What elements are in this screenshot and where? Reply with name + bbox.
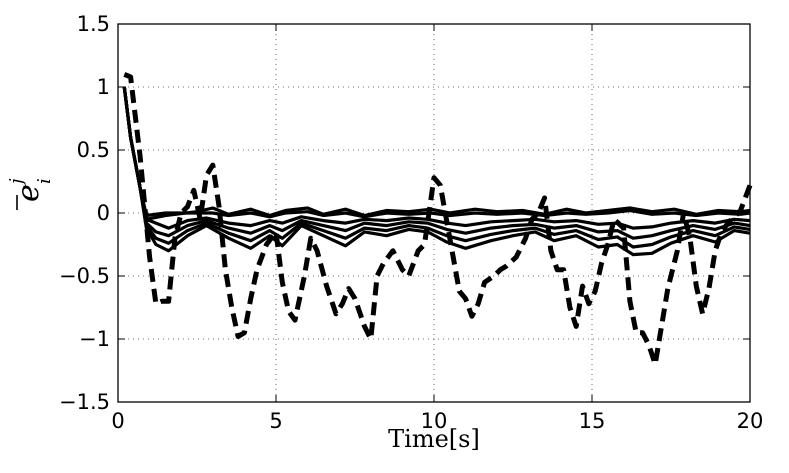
x-tick-labels: 0 5 10 15 20	[111, 409, 763, 433]
y-tick-label: −1.5	[59, 390, 110, 414]
series-line-4-solid	[122, 86, 751, 230]
series-line-5-solid	[122, 86, 751, 240]
y-axis-label-base: e	[11, 184, 46, 202]
y-axis-label-subscript: i	[34, 178, 55, 184]
x-tick-label: 0	[111, 409, 124, 433]
y-tick-label: −1	[79, 327, 110, 351]
x-tick-label: 10	[421, 409, 448, 433]
y-tick-label: 0.5	[77, 138, 110, 162]
y-tick-labels: −1.5 −1 −0.5 0 0.5 1 1.5	[59, 12, 110, 414]
series-line-1-dashed	[123, 72, 753, 367]
x-tick-label: 20	[737, 409, 764, 433]
x-tick-label: 15	[579, 409, 606, 433]
series-layer	[122, 72, 753, 367]
y-tick-label: −0.5	[59, 264, 110, 288]
y-tick-label: 0	[97, 201, 110, 225]
series-line-2-solid	[122, 86, 751, 221]
y-axis-label: e i j	[6, 178, 55, 210]
x-axis-label: Time[s]	[388, 425, 480, 453]
series-line-3-solid	[122, 86, 751, 219]
tick-marks	[117, 23, 751, 403]
y-tick-label: 1	[97, 75, 110, 99]
x-tick-label: 5	[269, 409, 282, 433]
y-axis-label-superscript: j	[6, 178, 27, 188]
y-tick-label: 1.5	[77, 12, 110, 36]
series-line-6-solid	[122, 86, 751, 249]
series-line-7-solid	[122, 86, 751, 257]
